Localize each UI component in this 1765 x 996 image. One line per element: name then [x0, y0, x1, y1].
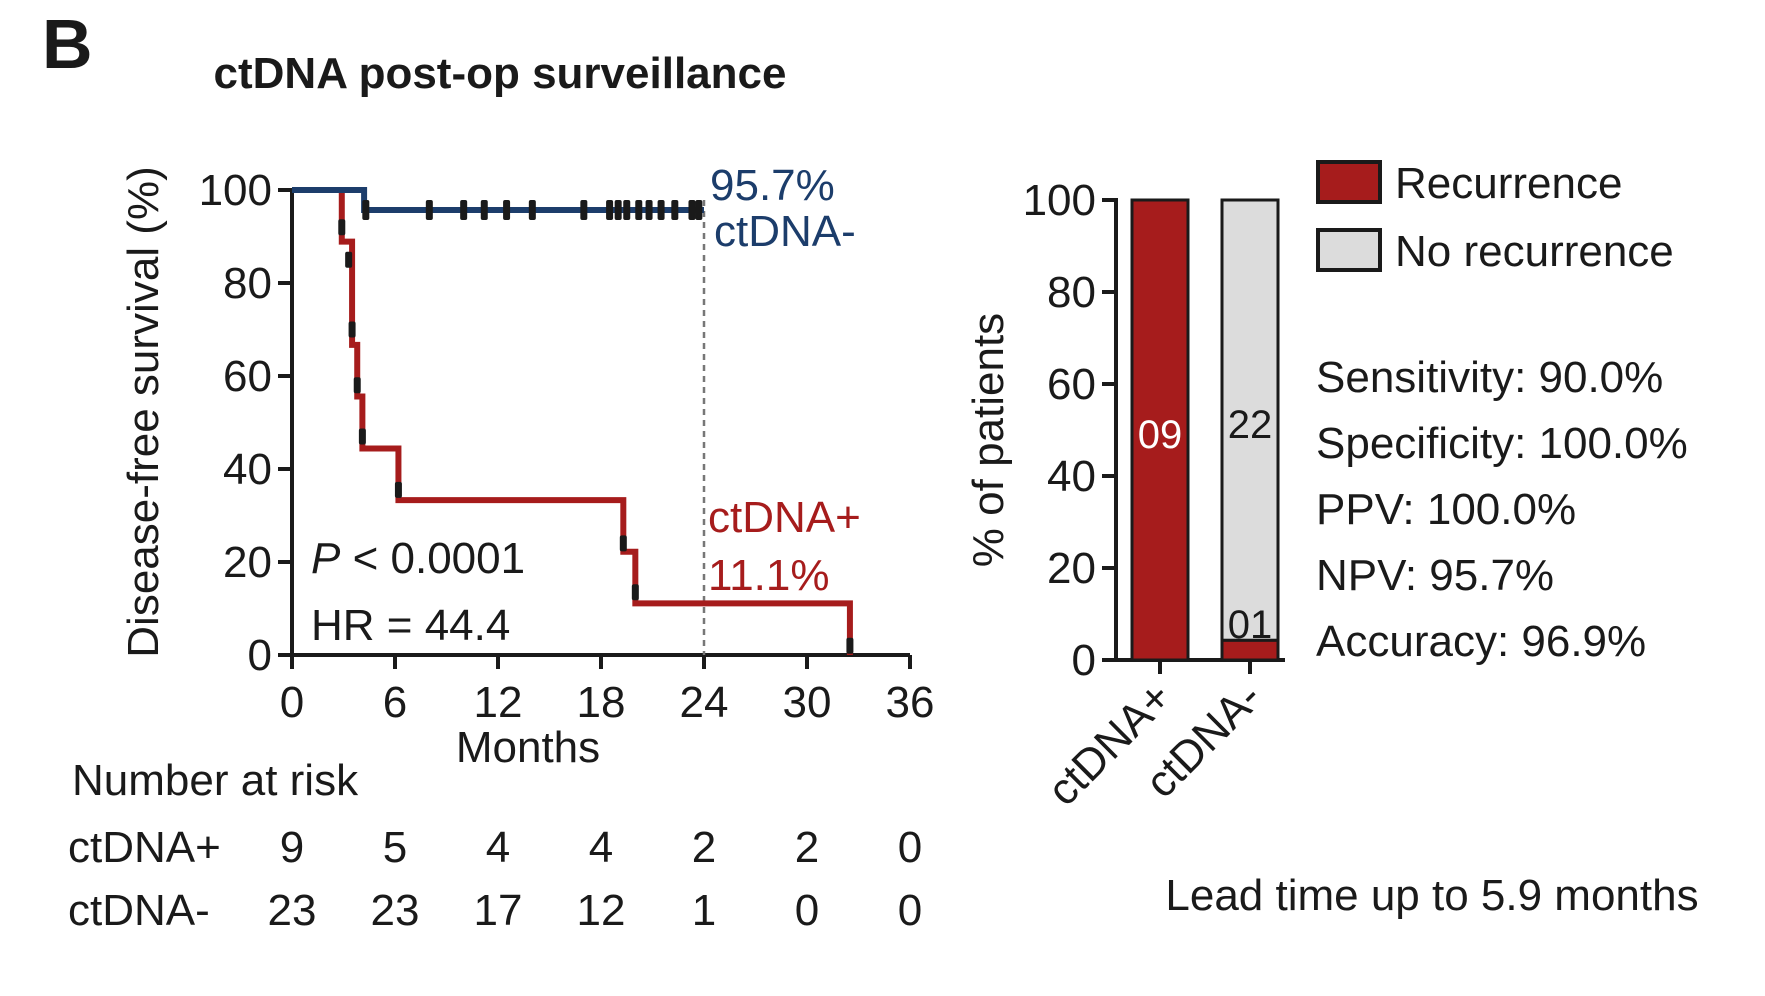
ctdna-neg-censor-mark — [635, 199, 643, 220]
lead-time-note: Lead time up to 5.9 months — [1165, 871, 1698, 920]
km-chart: ctDNA post-op surveillance 0204060801000… — [68, 49, 934, 935]
risk-value: 1 — [692, 886, 716, 935]
ctdna-neg-censor-mark — [362, 199, 370, 220]
km-x-tick-label: 6 — [383, 678, 407, 727]
ctdna-neg-censor-mark — [671, 199, 679, 220]
km-x-axis-label: Months — [456, 723, 600, 772]
p-value-annotation: P < 0.0001 — [311, 534, 525, 583]
km-x-tick-label: 36 — [886, 678, 935, 727]
km-x-tick-label: 18 — [577, 678, 626, 727]
ctdna-pos-percent-label: 11.1% — [708, 551, 830, 600]
bar-y-tick-label: 80 — [1047, 268, 1096, 317]
km-y-tick-label: 100 — [199, 166, 272, 215]
risk-table-values: 9 5 4 4 2 2 0 23 23 17 12 1 0 0 — [268, 823, 923, 935]
ctdna-neg-censor-mark — [606, 199, 614, 220]
legend-label-recurrence: Recurrence — [1395, 159, 1622, 208]
bar-count-ctdna-neg-recurrence: 01 — [1228, 603, 1273, 647]
risk-table-title: Number at risk — [72, 756, 359, 805]
risk-value: 0 — [898, 823, 922, 872]
km-y-tick-label: 0 — [248, 631, 272, 680]
stat-accuracy: Accuracy: 96.9% — [1316, 617, 1646, 666]
bar-y-tick-label: 100 — [1023, 176, 1096, 225]
km-x-tick-label: 24 — [680, 678, 729, 727]
ctdna-neg-censor-mark — [695, 199, 703, 220]
ctdna-pos-censor-mark — [338, 219, 346, 236]
km-y-tick-label: 80 — [223, 259, 272, 308]
ctdna-neg-censor-mark — [623, 199, 631, 220]
p-symbol: P — [311, 534, 341, 583]
panel-label: B — [42, 5, 93, 83]
ctdna-neg-censor-mark — [688, 199, 696, 220]
risk-value: 2 — [795, 823, 819, 872]
hazard-ratio-annotation: HR = 44.4 — [311, 601, 510, 650]
bar-y-axis-label: % of patients — [964, 313, 1013, 567]
km-y-tick-label: 20 — [223, 538, 272, 587]
ctdna-pos-censor-mark — [345, 251, 353, 268]
km-axes: 0 20 40 60 80 100 0 6 12 18 24 30 36 — [199, 166, 935, 727]
ctdna-neg-censor-mark — [614, 199, 622, 220]
risk-value: 0 — [898, 886, 922, 935]
risk-value: 4 — [589, 823, 613, 872]
bar-y-tick-label: 20 — [1047, 544, 1096, 593]
risk-value: 2 — [692, 823, 716, 872]
km-x-tick-label: 12 — [474, 678, 523, 727]
km-x-tick-label: 30 — [783, 678, 832, 727]
risk-value: 23 — [268, 886, 317, 935]
ctdna-neg-series-label: ctDNA- — [714, 207, 856, 256]
risk-value: 4 — [486, 823, 510, 872]
ctdna-pos-censor-mark — [358, 428, 366, 445]
ctdna-neg-censor-mark — [528, 199, 536, 220]
km-series — [292, 187, 854, 655]
ctdna-pos-censor-mark — [619, 535, 627, 552]
bar-y-tick-label: 40 — [1047, 452, 1096, 501]
legend-swatch-no-recurrence — [1316, 228, 1382, 272]
km-title: ctDNA post-op surveillance — [214, 49, 787, 98]
stat-sensitivity: Sensitivity: 90.0% — [1316, 353, 1663, 402]
risk-value: 5 — [383, 823, 407, 872]
bar-segment-no-recurrence — [1220, 198, 1280, 642]
risk-row-label-ctdna-neg: ctDNA- — [68, 886, 210, 935]
stat-npv: NPV: 95.7% — [1316, 551, 1554, 600]
risk-value: 0 — [795, 886, 819, 935]
ctdna-pos-censor-mark — [353, 377, 361, 394]
legend-label-no-recurrence: No recurrence — [1395, 227, 1674, 276]
risk-value: 17 — [474, 886, 523, 935]
km-y-tick-label: 40 — [223, 445, 272, 494]
bar-y-tick-label: 0 — [1072, 636, 1096, 685]
p-value: < 0.0001 — [340, 534, 525, 583]
risk-value: 23 — [371, 886, 420, 935]
ctdna-neg-censor-mark — [503, 199, 511, 220]
ctdna-pos-survival-line — [292, 187, 853, 655]
legend-swatch-recurrence — [1316, 160, 1382, 204]
risk-row-label-ctdna-pos: ctDNA+ — [68, 823, 221, 872]
km-y-axis-label: Disease-free survival (%) — [119, 166, 168, 657]
bar-count-ctdna-neg-no-recurrence: 22 — [1228, 403, 1273, 447]
km-x-tick-label: 0 — [280, 678, 304, 727]
ctdna-neg-censor-mark — [645, 199, 653, 220]
bar-axes: 0 20 40 60 80 100 — [1023, 176, 1285, 685]
risk-value: 12 — [577, 886, 626, 935]
ctdna-pos-censor-mark — [348, 321, 356, 338]
risk-value: 9 — [280, 823, 304, 872]
ctdna-neg-percent-label: 95.7% — [710, 161, 835, 210]
ctdna-neg-censor-mark — [580, 199, 588, 220]
ctdna-neg-censor-mark — [480, 199, 488, 220]
bar-y-tick-label: 60 — [1047, 360, 1096, 409]
stat-ppv: PPV: 100.0% — [1316, 485, 1576, 534]
ctdna-pos-censor-mark — [631, 584, 639, 601]
ctdna-pos-series-label: ctDNA+ — [708, 493, 861, 542]
ctdna-pos-censor-mark — [394, 481, 402, 498]
stat-specificity: Specificity: 100.0% — [1316, 419, 1688, 468]
ctdna-neg-censor-mark — [425, 199, 433, 220]
bar-count-ctdna-pos-recurrence: 09 — [1138, 413, 1183, 457]
ctdna-neg-censor-mark — [460, 199, 468, 220]
ctdna-neg-censor-mark — [657, 199, 665, 220]
km-y-tick-label: 60 — [223, 352, 272, 401]
ctdna-pos-censor-mark — [846, 637, 854, 654]
bar-segment-recurrence — [1130, 198, 1190, 662]
